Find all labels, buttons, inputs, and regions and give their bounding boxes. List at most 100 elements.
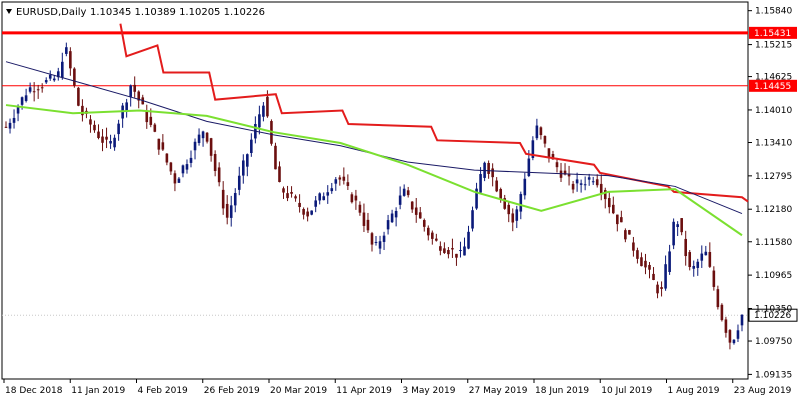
candle-body	[680, 218, 683, 233]
candle-body	[93, 124, 96, 131]
candle-body	[237, 175, 241, 190]
x-tick-label: 10 Jul 2019	[601, 386, 652, 396]
y-tick-label: 1.14010	[755, 106, 792, 116]
candle-body	[40, 87, 44, 89]
candle-body	[65, 47, 68, 54]
candle-body	[712, 270, 716, 287]
candle-body	[394, 210, 398, 218]
candle-body	[125, 102, 128, 112]
candle-body	[418, 212, 422, 219]
x-tick-label: 26 Feb 2019	[204, 386, 260, 396]
candle-body	[366, 219, 370, 231]
candle-body	[644, 260, 647, 268]
candle-body	[36, 89, 40, 91]
x-tick-label: 4 Feb 2019	[138, 386, 189, 396]
candle-body	[354, 195, 358, 201]
candle-body	[740, 314, 744, 326]
candle-body	[447, 249, 450, 255]
moving-averages	[5, 23, 749, 237]
candle-body	[692, 265, 696, 269]
candle-body	[624, 230, 627, 240]
candle-body	[258, 114, 261, 128]
candle-body	[274, 145, 277, 170]
candle-body	[161, 142, 165, 150]
candle-body	[443, 248, 446, 253]
y-tick-label: 1.14625	[755, 73, 792, 83]
candle-body	[732, 339, 736, 344]
candle-body	[197, 134, 201, 144]
candle-body	[475, 188, 478, 209]
candle-body	[543, 135, 547, 144]
y-tick-label: 1.13410	[755, 138, 792, 148]
ohlc-readout: 1.10345 1.10389 1.10205 1.10226	[90, 7, 265, 18]
candle-body	[113, 137, 116, 148]
candle-body	[318, 193, 322, 201]
candle-body	[495, 180, 498, 192]
candle-body	[672, 221, 675, 246]
candle-body	[700, 253, 704, 261]
x-tick-label: 18 Jun 2019	[535, 386, 589, 396]
candle-body	[511, 213, 515, 223]
candle-body	[656, 284, 659, 294]
candle-body	[431, 232, 434, 239]
candle-body	[612, 204, 615, 214]
candle-body	[20, 97, 24, 105]
candle-body	[173, 173, 177, 184]
candle-body	[439, 246, 442, 251]
candle-body	[567, 173, 571, 177]
candle-body	[708, 252, 712, 267]
level-price-tag-label: 1.14455	[754, 82, 791, 92]
candle-body	[406, 190, 410, 196]
candle-body	[314, 200, 317, 207]
candle-body	[250, 139, 253, 154]
candle-body	[129, 85, 132, 97]
candle-body	[105, 136, 108, 140]
candle-body	[185, 164, 189, 170]
candle-body	[459, 250, 462, 252]
candle-body	[704, 251, 708, 256]
candle-body	[571, 183, 575, 190]
candle-body	[607, 198, 611, 208]
candle-body	[467, 231, 470, 249]
candle-body	[310, 210, 313, 215]
price-axis: 1.15840 1.15215 1.14625 1.14010 1.13410 1.127…	[748, 7, 792, 380]
ma-fast-line	[5, 104, 743, 237]
candle-body	[410, 201, 414, 210]
candle-body	[688, 252, 692, 268]
candle-body	[282, 188, 285, 193]
horizontal-levels: 1.15431 1.14455 1.10226	[2, 26, 798, 322]
y-tick-label: 1.09750	[755, 337, 792, 347]
candle-body	[463, 246, 466, 256]
candle-body	[246, 154, 249, 167]
x-tick-label: 11 Jan 2019	[71, 386, 125, 396]
candle-body	[720, 304, 724, 321]
candle-body	[294, 196, 297, 199]
candle-body	[278, 166, 281, 183]
candle-body	[229, 205, 233, 218]
candle-body	[559, 170, 563, 178]
candle-body	[109, 141, 112, 144]
current-price-tag	[748, 308, 798, 322]
candle-body	[97, 131, 100, 139]
candle-body	[616, 214, 619, 225]
candle-body	[455, 253, 458, 258]
x-tick-label: 3 May 2019	[403, 386, 456, 396]
candle-body	[575, 179, 579, 184]
candle-body	[491, 168, 494, 178]
candle-body	[181, 165, 185, 174]
candle-body	[217, 167, 221, 183]
ma-slow-line	[119, 23, 749, 203]
candle-body	[153, 124, 157, 132]
candle-body	[44, 80, 48, 83]
symbol-dropdown-icon[interactable]	[6, 9, 12, 14]
candle-body	[579, 183, 583, 185]
candle-body	[414, 207, 418, 215]
candle-body	[117, 123, 120, 135]
candle-body	[696, 261, 700, 268]
candle-body	[213, 153, 217, 171]
candle-body	[61, 61, 64, 78]
x-tick-label: 23 Aug 2019	[734, 386, 792, 396]
candle-body	[73, 68, 76, 86]
candle-body	[668, 251, 671, 273]
x-tick-label: 11 Apr 2019	[336, 386, 392, 396]
